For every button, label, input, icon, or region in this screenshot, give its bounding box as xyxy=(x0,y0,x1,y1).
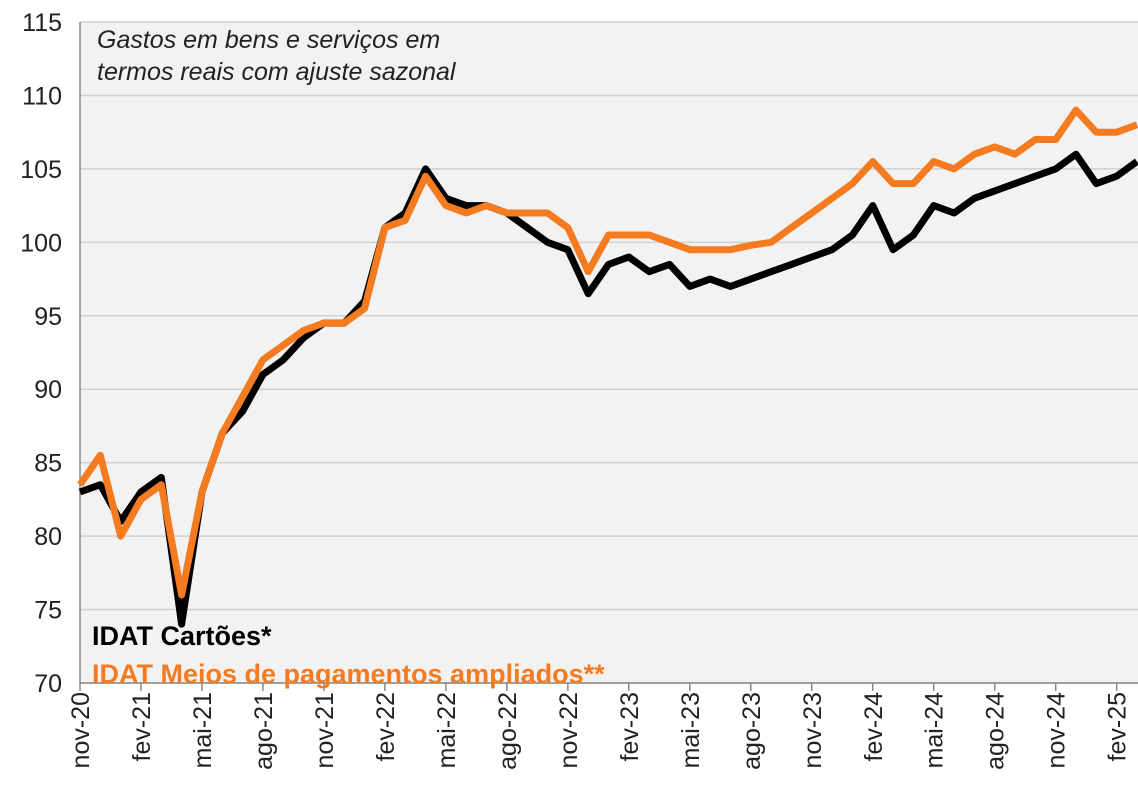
y-tick-label: 110 xyxy=(22,82,62,110)
legend-entry: IDAT Meios de pagamentos ampliados** xyxy=(92,659,605,689)
x-tick-label: mai-24 xyxy=(921,692,949,769)
x-tick-label: fev-21 xyxy=(128,692,156,761)
y-tick-label: 115 xyxy=(22,9,62,37)
y-tick-label: 100 xyxy=(20,229,62,257)
x-tick-label: ago-21 xyxy=(250,692,278,770)
x-tick-label: nov-20 xyxy=(67,692,95,768)
x-tick-label: ago-23 xyxy=(738,692,766,770)
x-tick-label: ago-22 xyxy=(494,692,522,770)
data-line xyxy=(78,150,1138,628)
x-tick-label: mai-22 xyxy=(433,692,461,768)
x-tick-label: nov-23 xyxy=(799,692,827,768)
x-tick-label: nov-22 xyxy=(555,692,583,768)
y-tick-label: 90 xyxy=(34,376,62,404)
annotation: Gastos em bens e serviços em xyxy=(97,26,440,54)
y-tick-label: 105 xyxy=(20,156,62,184)
x-tick-label: fev-24 xyxy=(860,692,888,762)
annotation: termos reais com ajuste sazonal xyxy=(97,58,457,86)
x-tick-label: nov-21 xyxy=(311,692,339,768)
x-tick-label: fev-23 xyxy=(616,692,644,761)
plot-background xyxy=(80,22,1138,683)
y-tick-label: 95 xyxy=(34,303,62,331)
x-tick-label: mai-21 xyxy=(189,692,217,768)
x-tick-label: fev-22 xyxy=(372,692,400,761)
legend-entry: IDAT Cartões* xyxy=(92,621,272,651)
data-line xyxy=(77,106,1138,599)
y-tick-label: 85 xyxy=(34,450,62,478)
x-tick-label: mai-23 xyxy=(677,692,705,768)
y-tick-label: 70 xyxy=(34,670,62,698)
y-tick-label: 80 xyxy=(34,523,62,551)
x-tick-label: nov-24 xyxy=(1043,692,1071,769)
x-tick-label: fev-25 xyxy=(1104,692,1132,761)
x-tick-label: ago-24 xyxy=(982,692,1010,770)
y-tick-label: 75 xyxy=(34,597,62,625)
